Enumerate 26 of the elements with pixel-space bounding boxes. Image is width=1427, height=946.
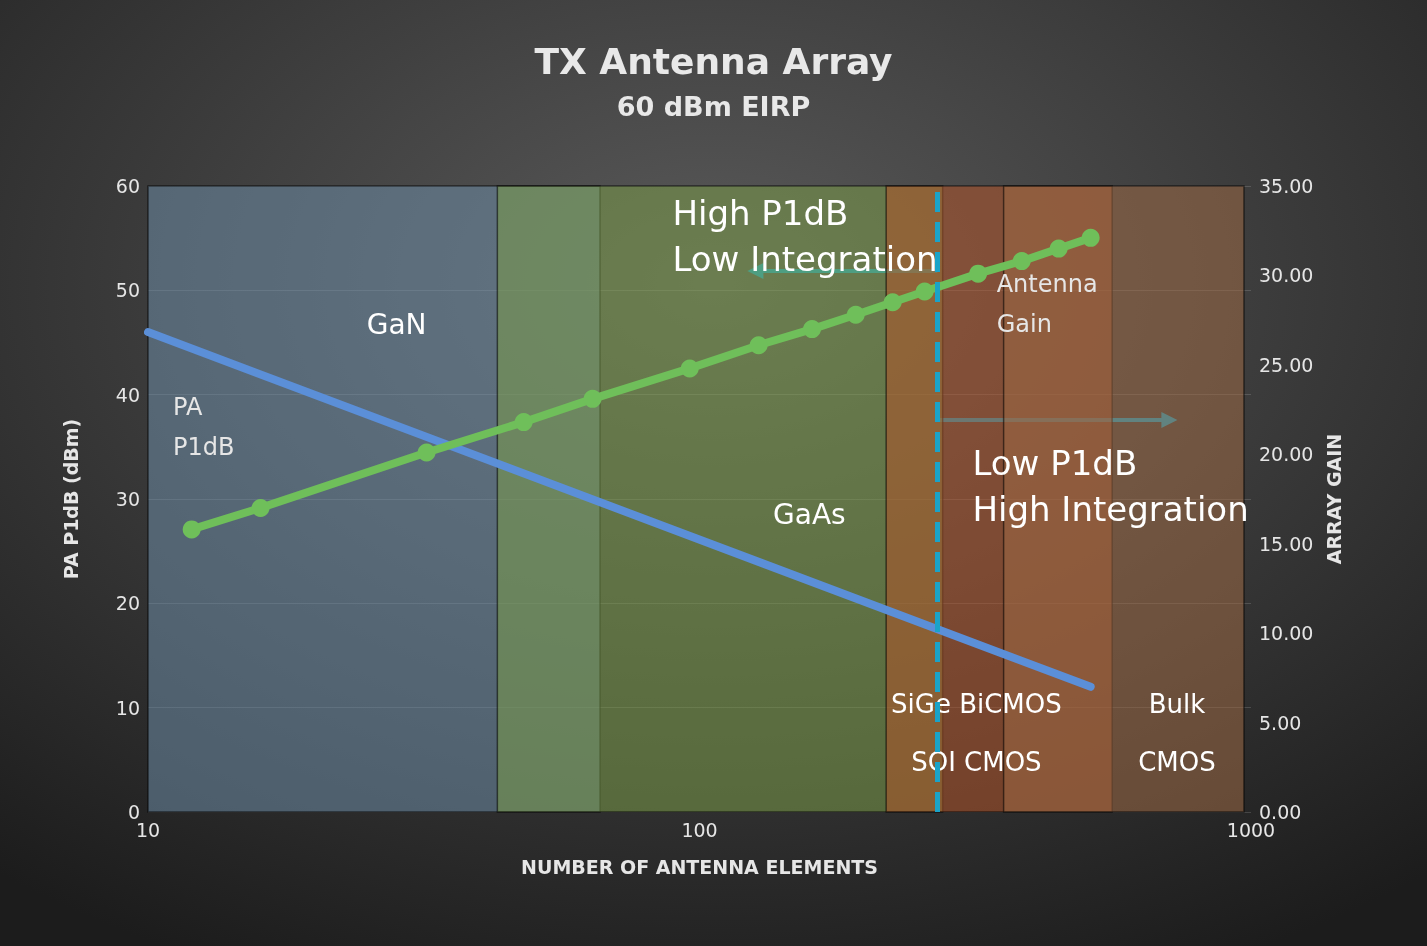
y2-tick-label: 30.00: [1259, 264, 1314, 287]
y-tick-label: 30: [115, 488, 140, 510]
y-tick-label: 10: [115, 696, 140, 719]
band-label: GaN: [366, 307, 427, 341]
annotation: Low P1dB High Integration: [972, 443, 1249, 529]
y2-tick-label: 35.00: [1259, 175, 1314, 197]
y2-tick-label: 25.00: [1259, 353, 1314, 376]
y-tick-label: 50: [115, 279, 140, 302]
annotation: High P1dB Low Integration: [672, 193, 938, 279]
x-tick-label: 100: [681, 818, 718, 841]
y-axis-title: PA P1dB (dBm): [59, 418, 82, 580]
y2-tick-label: 5.00: [1259, 711, 1302, 734]
y-tick-label: 40: [115, 383, 140, 406]
chart-subtitle: 60 dBm EIRP: [616, 91, 811, 122]
y-tick-label: 60: [115, 175, 140, 197]
x-axis-title: NUMBER OF ANTENNA ELEMENTS: [521, 855, 878, 878]
y2-tick-label: 20.00: [1259, 443, 1314, 466]
series-label: PA P1dB: [173, 393, 235, 462]
band-label: Bulk CMOS: [1138, 688, 1216, 777]
band-label: GaAs: [773, 497, 846, 531]
y2-tick-label: 15.00: [1259, 532, 1314, 555]
y2-tick-label: 10.00: [1259, 622, 1314, 645]
y-tick-label: 20: [115, 592, 140, 615]
y2-axis-title: ARRAY GAIN: [1322, 433, 1345, 565]
series-label: Antenna Gain: [996, 269, 1098, 338]
chart-title: TX Antenna Array: [534, 40, 893, 82]
